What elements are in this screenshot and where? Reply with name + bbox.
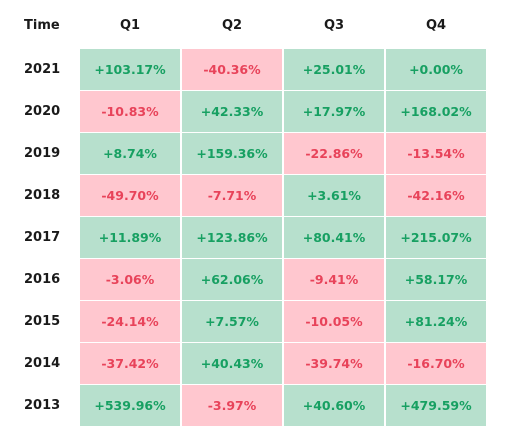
return-cell: +0.00% [386,49,486,90]
row-year-label: 2018 [24,188,61,203]
table-row: 2017 +11.89% +123.86% +80.41% +215.07% [0,217,525,258]
return-cell: +3.61% [284,175,384,216]
return-cell: +81.24% [386,301,486,342]
return-cell: -24.14% [80,301,180,342]
return-cell: +80.41% [284,217,384,258]
table-row: 2018 -49.70% -7.71% +3.61% -42.16% [0,175,525,216]
row-year-label: 2021 [24,62,61,77]
table-row: 2013 +539.96% -3.97% +40.60% +479.59% [0,385,525,426]
return-cell: +123.86% [182,217,282,258]
time-column-header: Time [24,18,60,33]
row-year-label: 2014 [24,356,61,371]
return-cell: +40.60% [284,385,384,426]
return-cell: -22.86% [284,133,384,174]
return-cell: +215.07% [386,217,486,258]
return-cell: -39.74% [284,343,384,384]
return-cell: +62.06% [182,259,282,300]
q4-column-header: Q4 [425,18,447,33]
table-row: 2015 -24.14% +7.57% -10.05% +81.24% [0,301,525,342]
return-cell: +40.43% [182,343,282,384]
return-cell: -16.70% [386,343,486,384]
return-cell: +479.59% [386,385,486,426]
table-row: 2016 -3.06% +62.06% -9.41% +58.17% [0,259,525,300]
row-year-label: 2019 [24,146,61,161]
return-cell: -10.05% [284,301,384,342]
return-cell: -42.16% [386,175,486,216]
return-cell: -9.41% [284,259,384,300]
q3-column-header: Q3 [323,18,345,33]
return-cell: +103.17% [80,49,180,90]
row-year-label: 2015 [24,314,61,329]
row-year-label: 2020 [24,104,61,119]
return-cell: +11.89% [80,217,180,258]
return-cell: -10.83% [80,91,180,132]
table-row: 2021 +103.17% -40.36% +25.01% +0.00% [0,49,525,90]
return-cell: -49.70% [80,175,180,216]
row-year-label: 2016 [24,272,61,287]
return-cell: -3.97% [182,385,282,426]
return-cell: -40.36% [182,49,282,90]
return-cell: +539.96% [80,385,180,426]
row-year-label: 2013 [24,398,61,413]
return-cell: -13.54% [386,133,486,174]
table-row: 2019 +8.74% +159.36% -22.86% -13.54% [0,133,525,174]
return-cell: +58.17% [386,259,486,300]
return-cell: +159.36% [182,133,282,174]
table-row: 2014 -37.42% +40.43% -39.74% -16.70% [0,343,525,384]
row-year-label: 2017 [24,230,61,245]
return-cell: -3.06% [80,259,180,300]
return-cell: +168.02% [386,91,486,132]
table-row: 2020 -10.83% +42.33% +17.97% +168.02% [0,91,525,132]
q2-column-header: Q2 [221,18,243,33]
return-cell: +25.01% [284,49,384,90]
return-cell: +42.33% [182,91,282,132]
q1-column-header: Q1 [119,18,141,33]
return-cell: +7.57% [182,301,282,342]
return-cell: -37.42% [80,343,180,384]
table-header: Time Q1 Q2 Q3 Q4 [0,6,525,46]
return-cell: -7.71% [182,175,282,216]
return-cell: +17.97% [284,91,384,132]
return-cell: +8.74% [80,133,180,174]
